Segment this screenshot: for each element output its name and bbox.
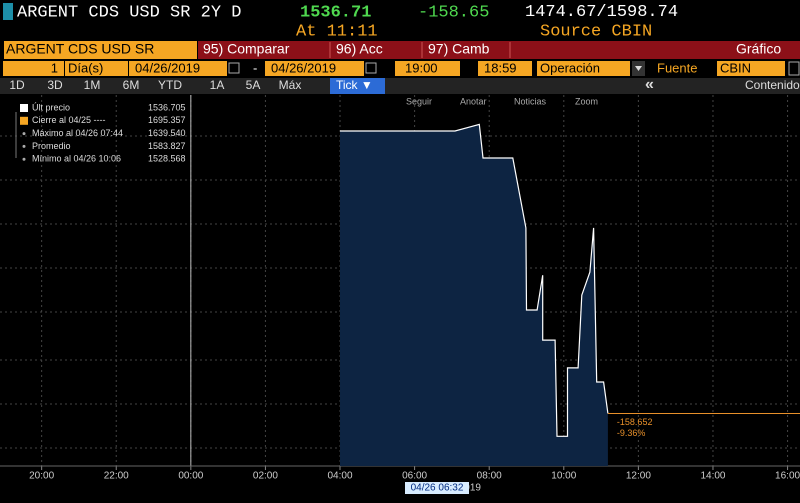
range-button[interactable]: 5A (246, 78, 261, 92)
x-tick-label: 04:00 (327, 471, 352, 482)
tick-button-label[interactable]: Tick ▼ (336, 78, 373, 92)
calendar-icon[interactable] (228, 62, 240, 74)
ticker-marker (3, 3, 13, 20)
x-tick-label: 08:00 (477, 471, 502, 482)
contents[interactable]: Contenido (745, 78, 800, 92)
name-box[interactable] (4, 41, 197, 59)
range: 1474.67/1598.74 (525, 3, 678, 22)
field[interactable] (129, 61, 227, 76)
legend-marker (22, 132, 26, 136)
range-bar (0, 78, 800, 94)
security-name[interactable]: ARGENT CDS USD SR (6, 41, 154, 57)
range-button[interactable]: 1M (84, 78, 101, 92)
legend-marker (22, 157, 26, 161)
sep: / (596, 3, 606, 22)
toolbar-bar (198, 41, 800, 59)
dash: - (467, 60, 471, 75)
cursor-label: 04/26 06:32 (411, 483, 464, 494)
source: Source CBIN (540, 22, 652, 41)
chart-action[interactable]: Seguir (406, 96, 432, 106)
dash: - (253, 60, 257, 75)
price-line (340, 123, 609, 437)
legend-swatch (20, 116, 28, 125)
legend-value: 1695.357 (148, 115, 186, 125)
x-tick-label: 10:00 (551, 471, 576, 482)
x-tick-label: 02:00 (253, 471, 278, 482)
legend-value: 1583.827 (148, 141, 186, 151)
dropdown-arrow (635, 66, 642, 71)
field[interactable] (65, 61, 128, 76)
legend-value: 1528.568 (148, 154, 186, 164)
x-tick-label: 22:00 (104, 471, 129, 482)
calendar-icon[interactable] (365, 62, 377, 74)
from-time[interactable]: 19:00 (405, 60, 438, 75)
to-time[interactable]: 18:59 (484, 60, 517, 75)
range-button[interactable]: 1A (210, 78, 225, 92)
range-button[interactable]: 3D (47, 78, 63, 92)
x-tick-label: 00:00 (178, 471, 203, 482)
unit[interactable]: Día(s) (68, 60, 103, 75)
side-box[interactable] (788, 61, 800, 76)
legend-label: Últ precio (32, 102, 70, 112)
ticker: ARGENT CDS USD SR 2Y D (17, 3, 241, 22)
chart-action[interactable]: Noticias (514, 96, 547, 106)
chart-action[interactable]: Zoom (575, 96, 598, 106)
legend-label: Cierre al 04/25 ---- (32, 115, 106, 125)
change-annotation: -158.652 (617, 417, 653, 427)
source-label: Fuente (657, 60, 697, 75)
legend-value: 1536.705 (148, 102, 186, 112)
change-annotation: -9.36% (617, 428, 646, 438)
chart-action[interactable]: Anotar (460, 96, 487, 106)
field[interactable] (717, 61, 785, 76)
field[interactable] (265, 61, 364, 76)
range-button[interactable]: 1D (9, 78, 25, 92)
button[interactable]: 95) Comparar (203, 41, 290, 57)
x-tick-label: 20:00 (29, 471, 54, 482)
legend-label: Promedio (32, 141, 71, 151)
legend-swatch (20, 104, 28, 112)
legend-label: Máximo al 04/26 07:44 (32, 128, 123, 138)
x-tick-label: 16:00 (775, 471, 800, 482)
x-tick-label: 14:00 (700, 471, 725, 482)
mode[interactable]: Operación (540, 60, 600, 75)
legend-value: 1639.540 (148, 128, 186, 138)
change: -158.65 (418, 3, 489, 22)
legend-label: Mínimo al 04/26 10:06 (32, 154, 121, 164)
start-date[interactable]: 04/26/2019 (135, 60, 200, 75)
field[interactable] (537, 61, 630, 76)
legend-marker (22, 144, 26, 148)
view-label[interactable]: Gráfico (736, 41, 781, 57)
range-button[interactable]: Máx (279, 78, 302, 92)
end-date[interactable]: 04/26/2019 (271, 60, 336, 75)
price-area (340, 124, 608, 467)
range-button[interactable]: YTD (158, 78, 182, 92)
field[interactable] (478, 61, 532, 76)
x-tick-label: 12:00 (626, 471, 651, 482)
low: 1474.67 (525, 3, 596, 22)
last-price: 1536.71 (300, 3, 371, 22)
x-tick-label: 06:00 (402, 471, 427, 482)
range-button[interactable]: 6M (123, 78, 140, 92)
count[interactable]: 1 (51, 60, 58, 75)
cursor-box (405, 482, 469, 494)
field[interactable] (3, 61, 64, 76)
button[interactable]: 96) Acc (336, 41, 383, 57)
button[interactable]: 97) Camb (428, 41, 490, 57)
tick-button[interactable] (330, 78, 385, 94)
collapse[interactable]: « (645, 76, 654, 93)
high: 1598.74 (607, 3, 678, 22)
field[interactable] (395, 61, 460, 76)
source-field[interactable]: CBIN (720, 60, 751, 75)
time: At 11:11 (296, 22, 378, 41)
